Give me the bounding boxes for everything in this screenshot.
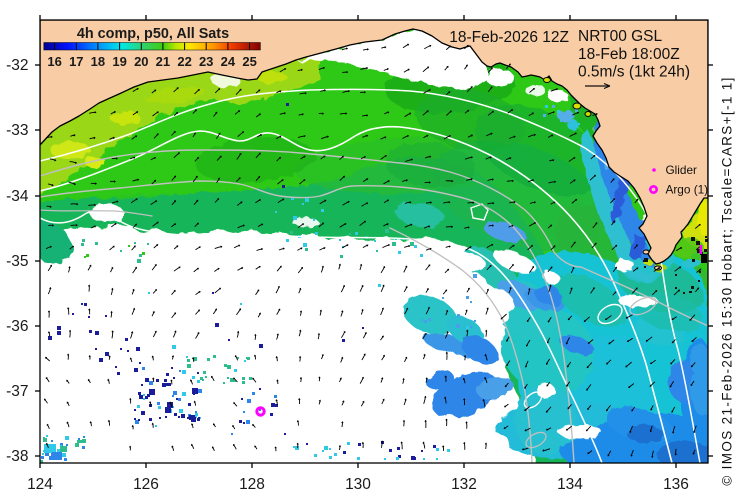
svg-text:134: 134	[557, 476, 583, 493]
svg-text:4h comp, p50, All Sats: 4h comp, p50, All Sats	[77, 26, 229, 42]
svg-text:0.5m/s (1kt 24h): 0.5m/s (1kt 24h)	[578, 64, 690, 81]
svg-text:© IMOS 21-Feb-2026 15:30 Hobar: © IMOS 21-Feb-2026 15:30 Hobart; Tscale=…	[720, 76, 735, 485]
svg-text:Glider: Glider	[666, 163, 698, 177]
svg-text:-35: -35	[6, 253, 28, 270]
svg-text:126: 126	[133, 476, 159, 493]
svg-text:130: 130	[345, 476, 371, 493]
svg-text:Argo (1): Argo (1)	[666, 183, 709, 197]
svg-text:136: 136	[663, 476, 689, 493]
svg-text:22: 22	[177, 54, 191, 69]
svg-text:20: 20	[134, 54, 148, 69]
svg-text:-37: -37	[6, 383, 28, 400]
svg-text:-32: -32	[6, 57, 28, 74]
svg-text:23: 23	[199, 54, 213, 69]
svg-text:18: 18	[91, 54, 105, 69]
svg-text:-36: -36	[6, 318, 28, 335]
svg-text:NRT00 GSL: NRT00 GSL	[578, 28, 663, 45]
svg-text:128: 128	[239, 476, 265, 493]
svg-text:18-Feb-2026 12Z: 18-Feb-2026 12Z	[449, 29, 569, 46]
svg-text:-33: -33	[6, 122, 28, 139]
svg-text:16: 16	[47, 54, 61, 69]
svg-text:21: 21	[156, 54, 170, 69]
svg-text:25: 25	[242, 54, 256, 69]
svg-text:-38: -38	[6, 448, 28, 465]
svg-text:132: 132	[451, 476, 477, 493]
svg-text:-34: -34	[6, 188, 29, 205]
svg-text:24: 24	[221, 54, 236, 69]
svg-text:124: 124	[27, 476, 53, 493]
svg-text:17: 17	[69, 54, 83, 69]
svg-text:18-Feb 18:00Z: 18-Feb 18:00Z	[578, 46, 680, 63]
svg-text:19: 19	[112, 54, 126, 69]
